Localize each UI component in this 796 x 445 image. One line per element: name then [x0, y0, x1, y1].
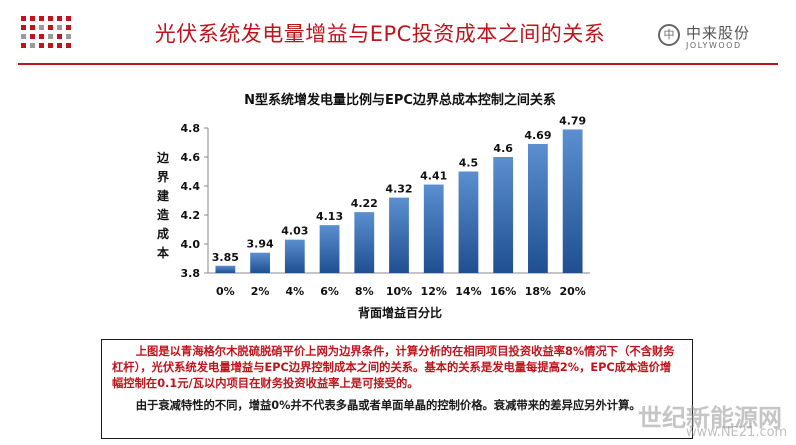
y-axis-ticks: 3.8 4.0 4.2 4.4 4.6 4.8 — [181, 122, 208, 280]
x-axis-ticks: 0% 2% 4% 6% 8% 10% 12% 14% 16% 18% 20% — [216, 285, 586, 298]
bar-value-label: 4.32 — [385, 183, 412, 196]
x-tick-label: 6% — [320, 285, 339, 298]
y-axis-title-char: 本 — [157, 245, 169, 260]
y-axis-title-char: 边 — [156, 150, 170, 165]
y-tick-label: 4.0 — [181, 238, 201, 251]
bar-value-label: 4.03 — [281, 225, 308, 238]
x-tick-label: 18% — [525, 285, 551, 298]
bar — [493, 157, 514, 273]
bar — [389, 197, 409, 273]
bar — [354, 212, 375, 273]
bar-value-label: 4.69 — [524, 129, 551, 142]
logo-mark-icon: 中 — [658, 24, 680, 46]
chart-title: N型系统增发电量比例与EPC边界总成本控制之间关系 — [244, 92, 556, 108]
watermark-url: www.NE21.com — [686, 425, 788, 440]
bar-value-label: 4.13 — [316, 210, 343, 223]
x-tick-label: 16% — [490, 285, 516, 298]
x-tick-label: 2% — [251, 285, 270, 298]
watermark-text: 世纪新能源网 — [638, 404, 782, 432]
y-tick-label: 3.8 — [181, 267, 201, 280]
bar-value-label: 3.94 — [247, 238, 274, 251]
bar-value-label: 4.22 — [351, 197, 378, 210]
company-logo: 中 中来股份 JOLYWOOD — [658, 22, 778, 52]
bar — [423, 184, 444, 273]
bar — [250, 252, 270, 273]
y-axis-title-char: 界 — [157, 169, 169, 184]
slide-title: 光伏系统发电量增益与EPC投资成本之间的关系 — [154, 22, 606, 46]
bar — [284, 239, 305, 273]
logo-name-en: JOLYWOOD — [686, 41, 742, 50]
y-axis-title-char: 成 — [157, 226, 169, 241]
note-paragraph-2: 由于衰减特性的不同，增益0%并不代表多晶或者单面单晶的控制价格。衰减带来的差异应… — [135, 399, 641, 412]
bar — [562, 129, 583, 273]
bar-value-label: 3.85 — [212, 251, 239, 264]
decorative-dot-grid — [21, 16, 71, 48]
note-paragraph-1: 上图是以青海格尔木脱硫脱硝平价上网为边界条件，计算分析的在相同项目投资收益率8%… — [112, 345, 675, 390]
x-tick-label: 14% — [455, 285, 481, 298]
y-tick-label: 4.6 — [181, 151, 201, 164]
bar — [528, 143, 548, 273]
bar-chart: N型系统增发电量比例与EPC边界总成本控制之间关系 背面增益百分比 边界建造成本… — [156, 92, 590, 320]
x-tick-label: 4% — [285, 285, 304, 298]
bar — [458, 171, 479, 273]
bar-value-label: 4.79 — [559, 114, 586, 127]
logo-name-cn: 中来股份 — [686, 24, 751, 42]
note-box: 上图是以青海格尔木脱硫脱硝平价上网为边界条件，计算分析的在相同项目投资收益率8%… — [101, 339, 693, 439]
title-divider — [18, 63, 778, 65]
x-axis-title: 背面增益百分比 — [358, 305, 442, 320]
y-tick-label: 4.4 — [181, 180, 201, 193]
x-tick-label: 12% — [421, 285, 447, 298]
x-tick-label: 0% — [216, 285, 235, 298]
bar-value-label: 4.5 — [459, 157, 479, 170]
bar-value-label: 4.6 — [493, 142, 513, 155]
y-axis-title-char: 建 — [156, 188, 170, 203]
bar — [215, 265, 236, 273]
x-tick-label: 10% — [386, 285, 412, 298]
y-tick-label: 4.8 — [181, 122, 201, 135]
x-tick-label: 8% — [355, 285, 374, 298]
bar — [319, 225, 340, 273]
bar-value-label: 4.41 — [420, 170, 447, 183]
y-axis-title-char: 造 — [157, 207, 170, 222]
x-tick-label: 20% — [559, 285, 585, 298]
y-tick-label: 4.2 — [181, 209, 201, 222]
bar-series: 3.85 3.94 4.03 4.13 4.22 4.32 4.41 4.5 4.6 4.69 4.… — [212, 114, 586, 273]
